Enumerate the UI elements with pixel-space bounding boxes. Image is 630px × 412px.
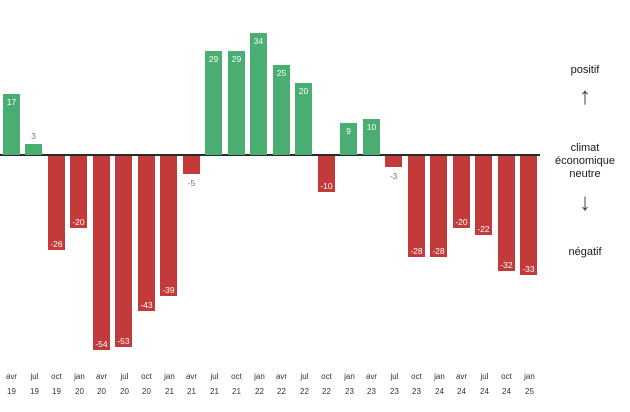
bar-value-label: 20 xyxy=(298,86,309,96)
bar-avr-24 xyxy=(453,156,470,228)
x-axis-label: avr 19 xyxy=(5,372,18,396)
bar-value-label: -28 xyxy=(410,246,423,256)
x-axis-label: avr 24 xyxy=(455,372,468,396)
bar-value-label: 34 xyxy=(253,36,264,46)
bar-jul-24 xyxy=(475,156,492,235)
bar-avr-22 xyxy=(273,65,290,155)
up-arrow-icon: ↑ xyxy=(579,83,591,110)
neutral-zone-label-line2: neutre xyxy=(569,168,601,180)
bar-jul-23 xyxy=(385,156,402,167)
bar-jan-20 xyxy=(70,156,87,228)
bar-value-label: -20 xyxy=(72,217,85,227)
x-axis-label: oct 19 xyxy=(51,372,62,396)
x-axis-label: jan 22 xyxy=(254,372,265,396)
x-axis-label: jan 25 xyxy=(524,372,535,396)
down-arrow-icon: ↓ xyxy=(579,189,591,216)
bar-value-label: 29 xyxy=(231,54,242,64)
x-axis-label: jul 22 xyxy=(300,372,309,396)
bar-avr-21 xyxy=(183,156,200,174)
bar-value-label: -28 xyxy=(432,246,445,256)
neutral-zone-label: climat économique neutre xyxy=(540,142,630,181)
x-axis-label: oct 21 xyxy=(231,372,242,396)
bar-jan-24 xyxy=(430,156,447,257)
neutral-zone-label-line1: climat économique xyxy=(555,142,615,167)
x-axis-label: avr 21 xyxy=(185,372,198,396)
bar-value-label: -26 xyxy=(50,239,63,249)
bar-jan-25 xyxy=(520,156,537,275)
bar-oct-23 xyxy=(408,156,425,257)
bar-value-label: -32 xyxy=(500,260,513,270)
x-axis-label: oct 20 xyxy=(141,372,152,396)
x-axis-label: avr 20 xyxy=(95,372,108,396)
bar-jul-22 xyxy=(295,83,312,155)
x-axis-label: jan 21 xyxy=(164,372,175,396)
positive-zone-label: positif xyxy=(570,64,600,76)
negative-zone-label: négatif xyxy=(568,246,602,258)
bar-value-label: -22 xyxy=(477,224,490,234)
bar-oct-22 xyxy=(318,156,335,192)
bar-oct-21 xyxy=(228,51,245,155)
bar-jan-22 xyxy=(250,33,267,155)
bar-jan-23 xyxy=(340,123,357,155)
bar-value-label: 9 xyxy=(346,126,351,136)
right-annotations: positif ↑ climat économique neutre ↓ nég… xyxy=(540,0,630,370)
plot-area: 17 3 -26 -20 -54 -53 -43 -39 -5 29 29 34 25 20 -10 9 10 -… xyxy=(0,33,540,350)
x-axis-label: jul 24 xyxy=(480,372,489,396)
x-axis: avr 19 jul 19 oct 19 jan 20 avr 20 jul 20 oct 20 jan 21… xyxy=(0,372,540,410)
bar-value-label: -43 xyxy=(140,300,153,310)
bar-jul-19 xyxy=(25,144,42,155)
bar-value-label: 17 xyxy=(6,97,17,107)
x-axis-label: jul 21 xyxy=(210,372,219,396)
bar-value-label: -3 xyxy=(389,171,398,181)
zero-axis-line xyxy=(0,154,540,156)
bar-oct-19 xyxy=(48,156,65,250)
bar-avr-19 xyxy=(3,94,20,155)
bar-value-label: 25 xyxy=(276,68,287,78)
bar-jan-21 xyxy=(160,156,177,296)
x-axis-label: jul 19 xyxy=(30,372,39,396)
bar-value-label: -5 xyxy=(187,178,196,188)
x-axis-label: jul 20 xyxy=(120,372,129,396)
bar-value-label: -20 xyxy=(455,217,468,227)
bar-avr-23 xyxy=(363,119,380,155)
bar-value-label: -53 xyxy=(117,336,130,346)
x-axis-label: oct 23 xyxy=(411,372,422,396)
x-axis-label: oct 22 xyxy=(321,372,332,396)
x-axis-label: jan 23 xyxy=(344,372,355,396)
bar-value-label: -33 xyxy=(522,264,535,274)
bar-value-label: -39 xyxy=(162,285,175,295)
bar-oct-24 xyxy=(498,156,515,271)
x-axis-label: oct 24 xyxy=(501,372,512,396)
bar-value-label: -10 xyxy=(320,181,333,191)
x-axis-label: jul 23 xyxy=(390,372,399,396)
bar-oct-20 xyxy=(138,156,155,311)
bar-avr-20 xyxy=(93,156,110,350)
bar-jul-20 xyxy=(115,156,132,347)
x-axis-label: avr 22 xyxy=(275,372,288,396)
bar-value-label: 10 xyxy=(366,122,377,132)
bar-jul-21 xyxy=(205,51,222,155)
x-axis-label: avr 23 xyxy=(365,372,378,396)
bar-value-label: -54 xyxy=(95,339,108,349)
x-axis-label: jan 20 xyxy=(74,372,85,396)
bar-value-label: 3 xyxy=(31,131,36,141)
x-axis-label: jan 24 xyxy=(434,372,445,396)
bar-value-label: 29 xyxy=(208,54,219,64)
